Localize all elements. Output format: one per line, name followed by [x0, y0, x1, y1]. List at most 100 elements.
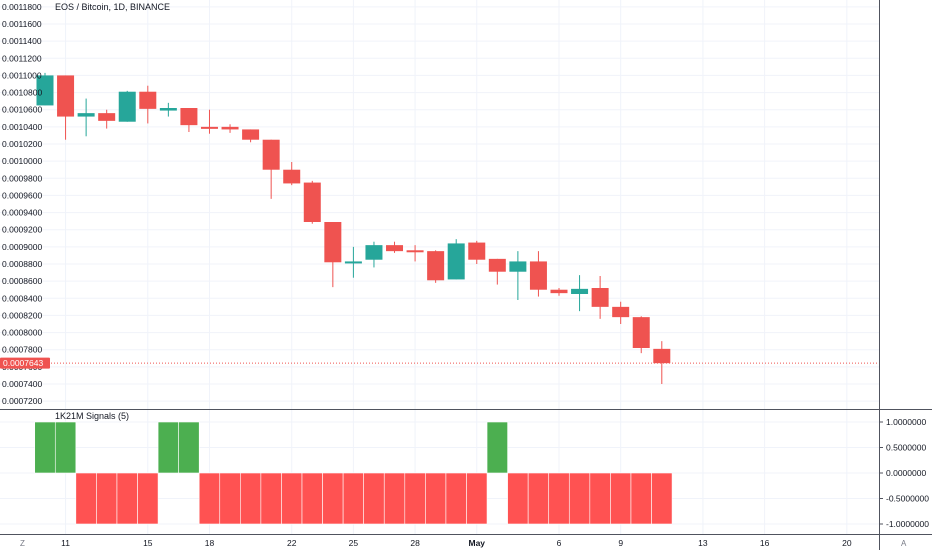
signal-axis-labels[interactable]: 1.0000000 0.5000000 0.0000000 -0.5000000 -1.…: [879, 417, 929, 529]
chart-title: EOS / Bitcoin, 1D, BINANCE: [55, 2, 170, 12]
time-tick-label: 13: [698, 538, 708, 548]
price-tick-label: 0.0007200: [2, 396, 42, 406]
signal-bar-down: [383, 472, 406, 525]
signal-bar-up: [54, 421, 77, 474]
signal-bar-down: [589, 472, 611, 525]
signal-bar-down: [240, 472, 262, 525]
signal-bar-down: [568, 472, 591, 525]
signal-bar-down: [301, 472, 323, 525]
signal-bar-up: [178, 421, 200, 474]
signal-bar-down: [342, 472, 364, 525]
signal-bar-down: [404, 472, 426, 525]
time-tick-label: 11: [61, 538, 70, 548]
candle-up: [509, 261, 527, 272]
candle-down: [200, 126, 218, 129]
candle-down: [242, 129, 260, 140]
candle-down: [406, 250, 424, 253]
signal-bar-down: [548, 472, 570, 525]
indicator-title: 1K21M Signals (5): [55, 411, 129, 421]
signal-tick-label: -1.0000000: [886, 519, 929, 529]
candle-down: [653, 348, 671, 364]
price-tick-label: 0.0008800: [2, 259, 42, 269]
zoom-z-button[interactable]: Z: [20, 539, 25, 548]
price-tick-label: 0.0007400: [2, 379, 42, 389]
price-tick-label: 0.0010600: [2, 105, 42, 115]
signal-bar-down: [610, 472, 632, 525]
candle-down: [632, 317, 650, 348]
candle-up: [159, 108, 177, 111]
candle-up: [77, 113, 95, 117]
time-tick-label: 20: [842, 538, 852, 548]
signal-bar-down: [651, 472, 673, 525]
candle-down: [427, 251, 445, 281]
signal-bar-down: [116, 472, 138, 525]
last-price-label: 0.0007643: [0, 357, 50, 369]
signal-bar-down: [466, 472, 488, 525]
candles-layer: [36, 72, 671, 384]
price-tick-label: 0.0009400: [2, 208, 42, 218]
signal-bar-down: [137, 472, 159, 525]
candle-up: [365, 245, 383, 260]
candle-up: [36, 75, 54, 106]
candle-down: [303, 182, 321, 222]
signal-tick-label: 0.0000000: [886, 468, 926, 478]
signal-bar-down: [527, 472, 550, 525]
candle-down: [468, 242, 486, 260]
last-price-badge: [0, 357, 50, 369]
price-tick-label: 0.0007800: [2, 345, 42, 355]
candle-down: [262, 139, 280, 170]
price-tick-label: 0.0011800: [2, 2, 42, 12]
last-price-value: 0.0007643: [3, 358, 43, 368]
signal-bar-down: [507, 472, 529, 525]
candle-up: [447, 243, 465, 280]
price-tick-label: 0.0008600: [2, 276, 42, 286]
candle-down: [529, 261, 547, 290]
candle-down: [591, 288, 609, 307]
auto-scale-button[interactable]: A: [901, 539, 907, 548]
candle-down: [57, 75, 75, 117]
price-tick-label: 0.0011200: [2, 53, 42, 63]
candle-down: [98, 113, 116, 121]
candle-down: [139, 91, 157, 109]
signal-bar-down: [363, 472, 385, 525]
candle-down: [386, 245, 404, 252]
time-tick-label: 25: [349, 538, 359, 548]
signal-bar-down: [260, 472, 282, 525]
signal-bar-down: [445, 472, 467, 525]
candle-up: [344, 261, 362, 264]
candle-up: [571, 288, 589, 294]
candle-down: [221, 126, 239, 130]
candle-down: [283, 169, 301, 184]
price-tick-label: 0.0009600: [2, 190, 42, 200]
price-tick-label: 0.0008200: [2, 310, 42, 320]
signal-bar-up: [157, 421, 179, 474]
price-tick-label: 0.0009800: [2, 173, 42, 183]
signal-bar-down: [322, 472, 344, 525]
price-tick-label: 0.0009000: [2, 242, 42, 252]
price-tick-label: 0.0011400: [2, 36, 42, 46]
price-tick-label: 0.0009200: [2, 225, 42, 235]
time-tick-label: 6: [557, 538, 562, 548]
candle-down: [550, 289, 568, 294]
signal-tick-label: 0.5000000: [886, 443, 926, 453]
price-tick-label: 0.0010200: [2, 139, 42, 149]
signal-bar-down: [219, 472, 241, 525]
price-tick-label: 0.0010400: [2, 122, 42, 132]
grid-layer: [0, 0, 879, 534]
signal-bar-up: [486, 421, 508, 474]
time-tick-label: 16: [760, 538, 770, 548]
price-tick-label: 0.0010800: [2, 88, 42, 98]
time-tick-label: 22: [287, 538, 297, 548]
price-tick-label: 0.0010000: [2, 156, 42, 166]
candle-down: [324, 222, 342, 263]
signal-bar-down: [281, 472, 303, 525]
time-axis-labels[interactable]: 11 15 18 22 25 28 May 6 9 13 16 20: [61, 538, 852, 548]
time-tick-label: 18: [205, 538, 215, 548]
price-tick-label: 0.0011000: [2, 70, 42, 80]
price-tick-label: 0.0008000: [2, 328, 42, 338]
signal-tick-label: -0.5000000: [886, 494, 929, 504]
price-tick-label: 0.0011600: [2, 19, 42, 29]
signal-bar-down: [630, 472, 652, 525]
signal-bar-up: [34, 421, 56, 474]
